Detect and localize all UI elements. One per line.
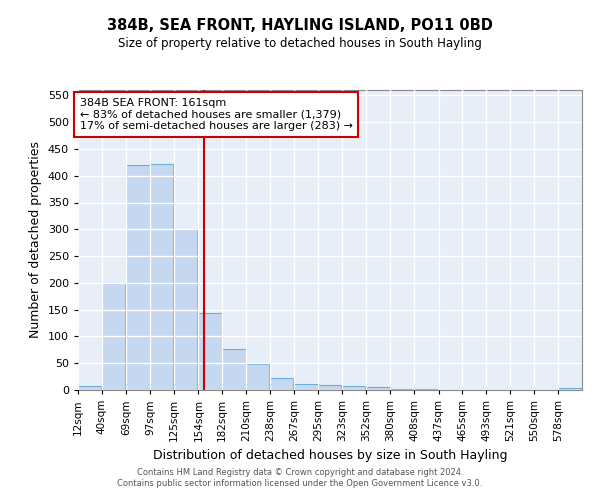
- Text: 384B, SEA FRONT, HAYLING ISLAND, PO11 0BD: 384B, SEA FRONT, HAYLING ISLAND, PO11 0B…: [107, 18, 493, 32]
- Bar: [174, 230, 197, 390]
- Bar: [270, 378, 293, 390]
- Bar: [342, 386, 365, 390]
- Bar: [367, 388, 390, 390]
- Bar: [150, 164, 173, 390]
- Bar: [222, 349, 245, 390]
- Bar: [295, 384, 317, 390]
- Bar: [102, 283, 125, 390]
- Text: Contains HM Land Registry data © Crown copyright and database right 2024.
Contai: Contains HM Land Registry data © Crown c…: [118, 468, 482, 487]
- Bar: [318, 385, 341, 390]
- X-axis label: Distribution of detached houses by size in South Hayling: Distribution of detached houses by size …: [153, 450, 507, 462]
- Bar: [199, 314, 222, 390]
- Bar: [390, 389, 413, 390]
- Bar: [246, 364, 269, 390]
- Bar: [127, 165, 149, 390]
- Text: 384B SEA FRONT: 161sqm
← 83% of detached houses are smaller (1,379)
17% of semi-: 384B SEA FRONT: 161sqm ← 83% of detached…: [80, 98, 353, 131]
- Bar: [558, 388, 581, 390]
- Y-axis label: Number of detached properties: Number of detached properties: [29, 142, 42, 338]
- Text: Size of property relative to detached houses in South Hayling: Size of property relative to detached ho…: [118, 38, 482, 51]
- Bar: [78, 386, 101, 390]
